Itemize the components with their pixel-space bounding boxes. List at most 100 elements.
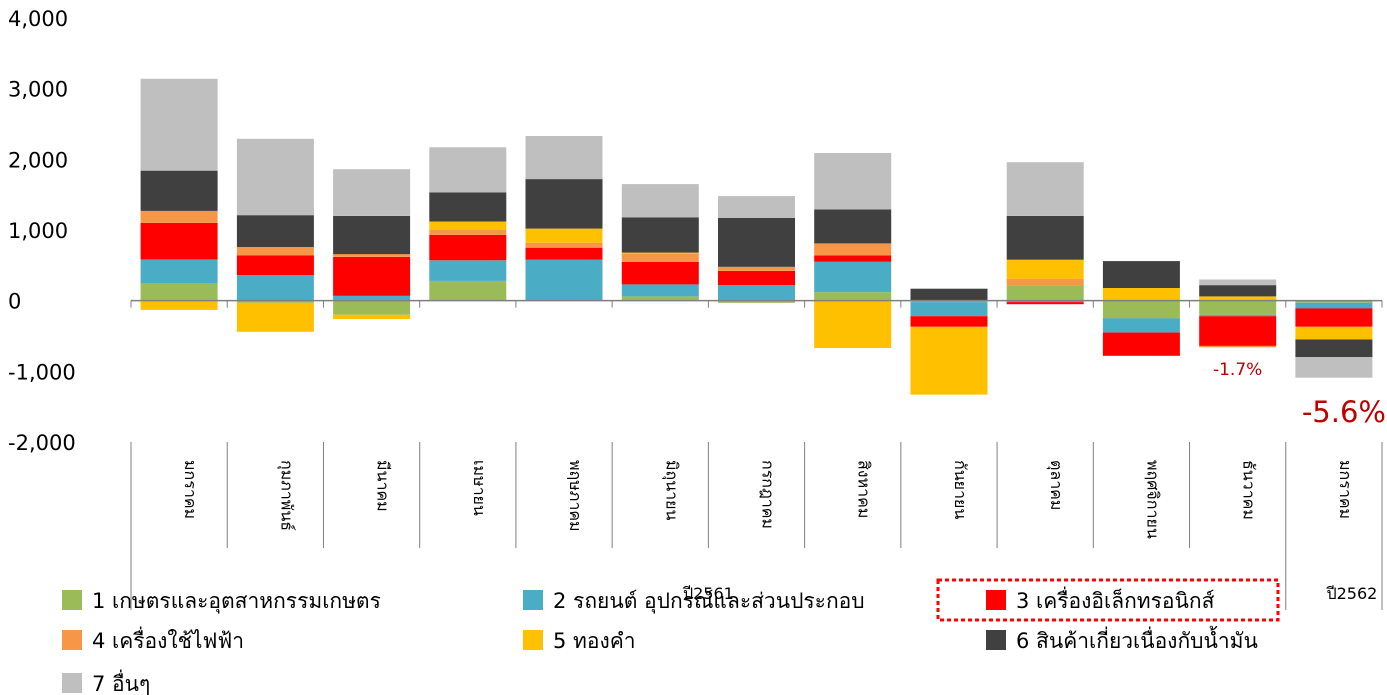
- bar-segment-1: [621, 296, 699, 301]
- bar-segment-7: [1006, 162, 1084, 216]
- legend-label: 3 เครื่องอิเล็กทรอนิกส์: [1016, 586, 1215, 613]
- bar-segment-3: [429, 234, 507, 261]
- bar-segment-2: [333, 295, 411, 301]
- bar-segment-5: [1006, 259, 1084, 279]
- bar-segment-2: [1199, 314, 1277, 317]
- bar-segment-5: [621, 252, 699, 254]
- bar-segment-3: [525, 247, 603, 260]
- bar-segment-4: [236, 247, 314, 256]
- x-category-label: พฤษภาคม: [566, 460, 585, 532]
- y-tick-label: 3,000: [8, 78, 68, 102]
- group-label: ปี2562: [1326, 584, 1377, 603]
- legend-label: 7 อื่นๆ: [92, 669, 150, 695]
- bar-segment-1: [429, 280, 507, 301]
- y-tick-label: 2,000: [8, 148, 68, 172]
- annotations: -1.7% -5.6%: [1213, 360, 1386, 429]
- legend-label: 5 ทองคำ: [553, 629, 636, 653]
- y-tick-label: -2,000: [8, 431, 76, 455]
- plot-area: [140, 78, 1373, 395]
- x-axis-categories: มกราคม กุมภาพันธ์ มีนาคม เมษายน พฤษภาคม มิถุน…: [181, 460, 1377, 603]
- bar-segment-3: [140, 222, 218, 260]
- legend-label: 4 เครื่องใช้ไฟฟ้า: [92, 626, 244, 653]
- bar-segment-1: [718, 300, 795, 303]
- bar-segment-7: [718, 196, 795, 218]
- legend-swatch: [986, 590, 1006, 610]
- bar-segment-4: [333, 254, 411, 257]
- bar-segment-5: [429, 221, 507, 230]
- bar-segment-6: [1006, 215, 1084, 260]
- bar-segment-6: [525, 179, 603, 229]
- legend-swatch: [62, 630, 82, 650]
- bar-segment-4: [718, 266, 795, 271]
- bar-segment-5: [910, 326, 988, 395]
- bar-segment-4: [621, 254, 699, 262]
- bar-segment-1: [140, 283, 218, 301]
- bar-segment-3: [910, 316, 988, 327]
- bar-segment-1: [236, 300, 314, 303]
- x-category-label: กุมภาพันธ์: [276, 460, 296, 531]
- bar-segment-5: [1199, 296, 1277, 301]
- bar-segment-6: [718, 218, 795, 267]
- bar-segment-6: [1295, 339, 1373, 358]
- bar-segment-2: [718, 285, 795, 301]
- bar-segment-2: [525, 259, 603, 301]
- annotation-label: -5.6%: [1302, 395, 1386, 429]
- bar-segment-3: [814, 255, 892, 262]
- legend-highlight-box: [936, 578, 1280, 622]
- bar-segment-2: [814, 261, 892, 293]
- legend-swatch: [523, 630, 543, 650]
- x-category-label: มกราคม: [181, 460, 200, 519]
- bar-segment-6: [910, 288, 988, 301]
- bar-segment-3: [236, 255, 314, 276]
- bar-segment-1: [814, 292, 892, 301]
- bar-segment-7: [814, 153, 892, 210]
- bar-segment-5: [1295, 326, 1373, 340]
- bar-segment-5: [525, 228, 603, 243]
- x-category-label: ธันวาคม: [1240, 460, 1259, 520]
- bar-segment-2: [1102, 318, 1180, 333]
- bar-segment-6: [140, 170, 218, 211]
- bar-segment-4: [429, 230, 507, 235]
- bar-segment-6: [333, 215, 411, 255]
- bar-segment-4: [525, 242, 603, 248]
- bar-segment-6: [621, 217, 699, 253]
- bar-segment-4: [814, 243, 892, 256]
- y-tick-label: 4,000: [8, 7, 68, 31]
- bar-segment-6: [1102, 261, 1180, 288]
- bar-segment-2: [140, 259, 218, 283]
- bar-segment-3: [1006, 302, 1084, 305]
- bar-segment-3: [333, 256, 411, 296]
- x-category-label: สิงหาคม: [855, 460, 874, 518]
- bar-segment-7: [1199, 279, 1277, 286]
- annotation-label: -1.7%: [1213, 360, 1262, 380]
- x-category-label: มิถุนายน: [661, 460, 681, 521]
- y-tick-label: 0: [8, 290, 21, 314]
- legend: 1 เกษตรและอุตสาหกรรมเกษตร 2 รถยนต์ อุปกรณ…: [62, 578, 1280, 695]
- bar-segment-5: [333, 314, 411, 319]
- bar-segment-5: [814, 300, 892, 348]
- y-tick-label: 1,000: [8, 219, 68, 243]
- bar-segment-4: [140, 210, 218, 223]
- bar-segment-2: [621, 284, 699, 297]
- bar-segment-7: [429, 147, 507, 193]
- bar-segment-6: [814, 209, 892, 244]
- bar-segment-3: [1295, 308, 1373, 327]
- x-category-label: กรกฎาคม: [759, 460, 778, 529]
- bar-segment-3: [621, 261, 699, 285]
- x-category-label: มกราคม: [1336, 460, 1355, 519]
- legend-label: 6 สินค้าเกี่ยวเนื่องกับน้ำมัน: [1016, 626, 1258, 653]
- bar-segment-1: [1199, 300, 1277, 315]
- bar-segment-7: [525, 136, 603, 180]
- bar-segment-6: [236, 215, 314, 247]
- bar-segment-7: [140, 78, 218, 171]
- bar-segment-7: [333, 169, 411, 216]
- y-tick-label: -1,000: [8, 360, 76, 384]
- bar-segment-3: [1199, 316, 1277, 346]
- bar-segment-5: [1102, 287, 1180, 301]
- legend-label: 2 รถยนต์ อุปกรณ์และส่วนประกอบ: [553, 589, 865, 614]
- axes: [130, 299, 1383, 610]
- x-category-label: กันยายน: [951, 460, 970, 519]
- x-category-label: เมษายน: [470, 460, 489, 516]
- legend-swatch: [986, 630, 1006, 650]
